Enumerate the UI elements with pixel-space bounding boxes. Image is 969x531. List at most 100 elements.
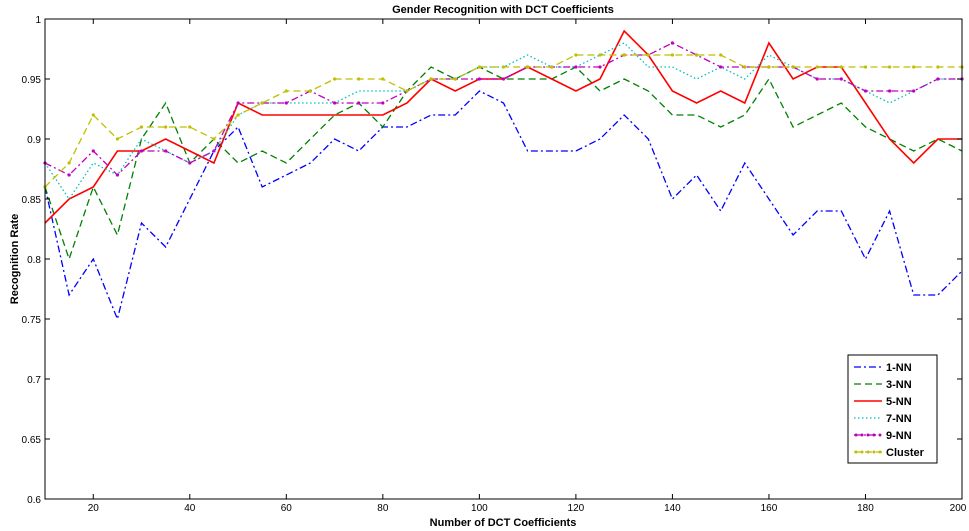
legend-label: 5-NN bbox=[886, 396, 912, 408]
data-point bbox=[91, 149, 95, 153]
data-point bbox=[333, 101, 337, 105]
legend-marker bbox=[866, 433, 870, 437]
y-tick-label: 0.8 bbox=[27, 255, 41, 266]
data-point bbox=[357, 77, 361, 81]
data-point bbox=[236, 113, 240, 117]
series-line bbox=[44, 90, 963, 322]
legend-marker bbox=[860, 433, 864, 437]
legend-label: 7-NN bbox=[886, 413, 912, 425]
data-point bbox=[815, 77, 819, 81]
y-tick-label: 0.6 bbox=[27, 495, 41, 506]
data-point bbox=[936, 65, 940, 69]
y-tick-label: 0.7 bbox=[27, 375, 41, 386]
legend: 1-NN 3-NN 5-NN 7-NN 9-NN Cluster bbox=[847, 354, 938, 464]
x-axis: 20 40 60 80 100 120 140 160 180 200 bbox=[88, 19, 967, 514]
data-point bbox=[912, 89, 916, 93]
y-axis-label: Recognition Rate bbox=[9, 214, 21, 304]
data-point bbox=[91, 113, 95, 117]
data-point bbox=[139, 149, 144, 153]
legend-marker bbox=[878, 433, 882, 437]
chart-title: Gender Recognition with DCT Coefficients bbox=[392, 4, 614, 16]
x-tick-label: 160 bbox=[761, 503, 778, 514]
data-point bbox=[381, 77, 385, 81]
legend-item: 7-NN bbox=[854, 413, 912, 425]
data-point bbox=[743, 65, 747, 69]
y-tick-label: 0.95 bbox=[22, 75, 42, 86]
legend-marker bbox=[872, 433, 876, 437]
data-point bbox=[67, 173, 71, 177]
data-point bbox=[357, 101, 361, 105]
x-tick-label: 60 bbox=[281, 503, 293, 514]
data-point bbox=[719, 53, 723, 57]
series-1-nn bbox=[44, 90, 963, 322]
data-point bbox=[695, 53, 699, 57]
data-point bbox=[477, 77, 481, 81]
data-point bbox=[550, 65, 554, 69]
legend-marker bbox=[860, 450, 864, 454]
data-point bbox=[67, 161, 71, 165]
data-point bbox=[115, 137, 119, 141]
data-point bbox=[791, 65, 795, 69]
data-point bbox=[598, 53, 602, 57]
legend-marker bbox=[866, 450, 870, 454]
x-tick-label: 20 bbox=[88, 503, 100, 514]
x-tick-label: 80 bbox=[377, 503, 389, 514]
y-tick-label: 1 bbox=[35, 15, 41, 26]
data-point bbox=[936, 77, 940, 81]
legend-marker bbox=[872, 450, 876, 454]
data-point bbox=[212, 137, 216, 141]
y-tick-label: 0.65 bbox=[22, 435, 42, 446]
data-point bbox=[501, 77, 506, 81]
data-point bbox=[381, 101, 385, 105]
legend-item: 5-NN bbox=[854, 396, 912, 408]
data-point bbox=[888, 65, 892, 69]
x-tick-label: 180 bbox=[857, 503, 874, 514]
data-point bbox=[188, 125, 192, 129]
x-tick-label: 120 bbox=[568, 503, 585, 514]
data-point bbox=[598, 65, 602, 69]
data-point bbox=[574, 53, 578, 57]
data-point bbox=[719, 65, 723, 69]
legend-item: 1-NN bbox=[854, 362, 912, 374]
x-axis-label: Number of DCT Coefficients bbox=[430, 517, 577, 529]
data-point bbox=[863, 65, 868, 69]
data-point bbox=[212, 149, 216, 153]
data-point bbox=[863, 89, 868, 93]
legend-marker bbox=[854, 433, 858, 437]
data-point bbox=[453, 77, 457, 81]
data-point bbox=[236, 101, 240, 105]
legend-label: 1-NN bbox=[886, 362, 912, 374]
series-group bbox=[43, 29, 964, 322]
data-point bbox=[839, 65, 843, 69]
legend-label: Cluster bbox=[886, 447, 925, 459]
legend-item: 9-NN bbox=[854, 430, 912, 442]
data-point bbox=[526, 65, 530, 69]
data-point bbox=[646, 53, 650, 57]
x-tick-label: 140 bbox=[664, 503, 681, 514]
y-tick-label: 0.9 bbox=[27, 135, 41, 146]
series-line bbox=[44, 42, 962, 176]
plot-area bbox=[45, 19, 962, 499]
data-point bbox=[477, 65, 481, 69]
y-axis: 0.6 0.65 0.7 0.75 0.8 0.85 0.9 0.95 1 bbox=[22, 15, 962, 506]
data-point bbox=[188, 161, 192, 165]
legend-item: Cluster bbox=[854, 447, 925, 459]
legend-marker bbox=[878, 450, 882, 454]
data-point bbox=[670, 53, 675, 57]
data-point bbox=[284, 101, 288, 105]
legend-box bbox=[847, 354, 938, 464]
legend-item: 3-NN bbox=[854, 379, 912, 391]
data-point bbox=[622, 53, 626, 57]
data-point bbox=[115, 173, 119, 177]
data-point bbox=[333, 77, 337, 81]
legend-label: 3-NN bbox=[886, 379, 912, 391]
data-point bbox=[912, 65, 916, 69]
data-point bbox=[501, 65, 506, 69]
data-point bbox=[164, 125, 168, 129]
legend-marker bbox=[854, 450, 858, 454]
data-point bbox=[429, 77, 433, 81]
y-tick-label: 0.75 bbox=[22, 315, 42, 326]
x-tick-label: 200 bbox=[950, 503, 967, 514]
data-point bbox=[767, 65, 771, 69]
